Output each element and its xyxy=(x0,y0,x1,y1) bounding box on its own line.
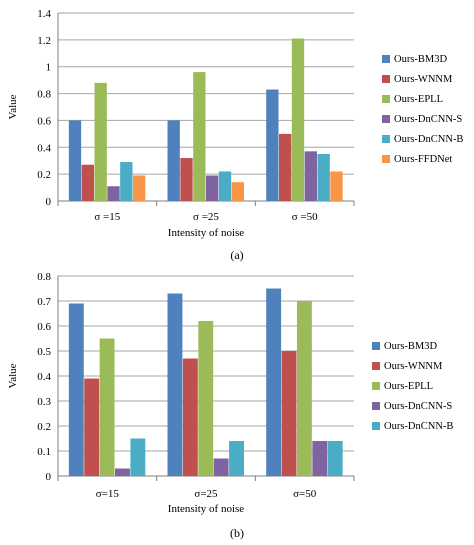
legend-label: Ours-WNNM xyxy=(384,361,443,372)
legend-swatch xyxy=(372,382,380,390)
legend-label: Ours-FFDNet xyxy=(394,154,452,165)
bar xyxy=(213,458,229,476)
bar xyxy=(180,158,193,201)
bar xyxy=(68,303,84,476)
y-tick-label: 0.2 xyxy=(37,169,51,181)
legend-label: Ours-DnCNN-B xyxy=(384,421,453,432)
y-tick-label: 1 xyxy=(46,62,52,74)
y-tick-label: 1.4 xyxy=(37,8,51,20)
y-tick-label: 0.5 xyxy=(37,346,51,358)
figure-caption: (a) xyxy=(230,248,243,262)
bar xyxy=(291,38,305,202)
y-tick-label: 0.8 xyxy=(37,89,51,101)
legend-label: Ours-DnCNN-S xyxy=(394,114,462,125)
x-category-label: σ=25 xyxy=(194,488,218,500)
y-tick-label: 0.8 xyxy=(37,271,51,283)
bar xyxy=(206,175,219,201)
bar xyxy=(84,378,100,476)
y-tick-label: 0.6 xyxy=(37,115,51,127)
figure-caption: (b) xyxy=(230,526,244,540)
legend-label: Ours-WNNM xyxy=(394,74,453,85)
chart-panel-a: 0 0.2 0.4 0.6 0.8 1 1.2 1.4 σ =15 σ =25 σ =50 Inten… xyxy=(7,8,463,262)
bar xyxy=(317,154,330,201)
y-tick-label: 0.4 xyxy=(37,371,51,383)
bar xyxy=(99,338,115,476)
legend-swatch xyxy=(382,155,390,163)
y-tick-label: 0.3 xyxy=(37,396,51,408)
y-tick-label: 0.1 xyxy=(37,446,51,458)
legend-label: Ours-DnCNN-B xyxy=(394,134,463,145)
y-tick-label: 0 xyxy=(46,471,52,483)
legend-label: Ours-EPLL xyxy=(384,381,433,392)
legend-swatch xyxy=(372,342,380,350)
y-axis-label: Value xyxy=(7,363,19,388)
y-tick-label: 0.4 xyxy=(37,142,51,154)
legend-swatch xyxy=(382,135,390,143)
y-tick-label: 1.2 xyxy=(37,35,51,47)
bar xyxy=(130,438,146,476)
legend-label: Ours-BM3D xyxy=(384,341,438,352)
x-category-label: σ =15 xyxy=(94,211,120,223)
y-tick-label: 0.6 xyxy=(37,321,51,333)
legend-swatch xyxy=(382,75,390,83)
bar xyxy=(94,82,107,201)
bar xyxy=(115,468,130,476)
bar xyxy=(266,89,279,201)
bar xyxy=(167,120,180,201)
bar xyxy=(193,72,206,201)
legend-swatch xyxy=(382,115,390,123)
x-category-label: σ=50 xyxy=(293,488,317,500)
bar xyxy=(312,441,328,476)
x-axis-label: Intensity of noise xyxy=(168,227,244,239)
bar xyxy=(182,358,198,476)
x-axis-label: Intensity of noise xyxy=(168,503,244,515)
bar xyxy=(167,293,183,476)
y-tick-label: 0.2 xyxy=(37,421,51,433)
bar xyxy=(304,151,317,201)
legend-label: Ours-EPLL xyxy=(394,94,443,105)
legend-swatch xyxy=(372,422,380,430)
legend-label: Ours-BM3D xyxy=(394,54,448,65)
x-category-label: σ=15 xyxy=(96,488,120,500)
bar xyxy=(198,321,214,476)
y-tick-label: 0.7 xyxy=(37,296,51,308)
bar xyxy=(218,171,232,201)
legend-swatch xyxy=(382,95,390,103)
bar xyxy=(266,288,282,476)
bar xyxy=(231,182,244,201)
legend-label: Ours-DnCNN-S xyxy=(384,401,452,412)
bar xyxy=(107,186,120,201)
bar xyxy=(132,175,146,201)
bar xyxy=(281,351,297,476)
bar xyxy=(229,441,244,476)
bar xyxy=(120,162,133,201)
bar xyxy=(296,301,312,476)
legend-swatch xyxy=(382,55,390,63)
x-category-label: σ =25 xyxy=(193,211,219,223)
y-axis-label: Value xyxy=(7,94,19,119)
y-tick-label: 0 xyxy=(46,196,52,208)
bar xyxy=(68,120,82,201)
bar xyxy=(327,441,343,476)
bar xyxy=(330,171,343,201)
legend-swatch xyxy=(372,402,380,410)
x-category-label: σ =50 xyxy=(292,211,318,223)
bar xyxy=(279,133,292,201)
chart-panel-b: 0 0.1 0.2 0.3 0.4 0.5 0.6 0.7 0.8 σ=15 σ=25 σ=50 Int… xyxy=(7,271,453,540)
bar xyxy=(81,164,95,201)
legend-swatch xyxy=(372,362,380,370)
